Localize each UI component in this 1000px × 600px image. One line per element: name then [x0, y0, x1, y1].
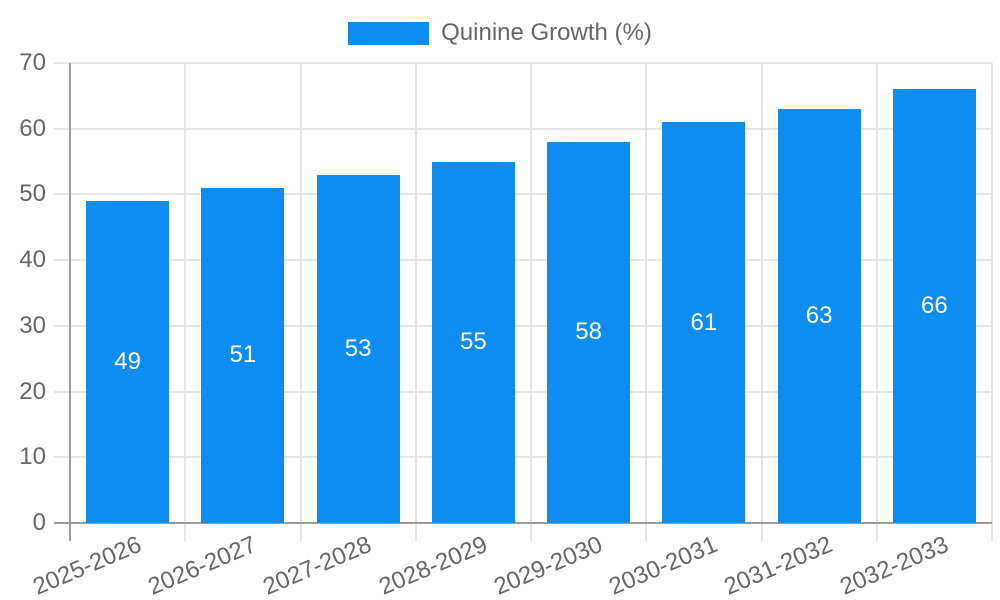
y-tick-label: 30 — [19, 311, 46, 339]
v-gridline — [991, 63, 993, 541]
bar — [777, 109, 861, 523]
bar-value-label: 51 — [229, 341, 257, 369]
bar — [547, 141, 631, 523]
bar — [201, 187, 285, 523]
bar-value-label: 66 — [921, 292, 948, 320]
bar-value-label: 53 — [344, 334, 372, 362]
x-axis-line — [54, 522, 992, 524]
v-gridline — [875, 63, 878, 541]
x-tick-label: 2027-2028 — [259, 531, 376, 600]
bar-value-label: 63 — [805, 302, 833, 329]
x-tick-label: 2030-2031 — [605, 531, 722, 600]
y-tick-label: 0 — [32, 509, 46, 536]
y-tick-label: 10 — [19, 443, 46, 471]
h-gridline — [54, 259, 992, 262]
y-tick-label: 40 — [19, 246, 46, 274]
bar — [662, 122, 746, 523]
h-gridline — [54, 193, 992, 196]
y-tick-label: 20 — [19, 377, 46, 405]
v-gridline — [184, 63, 187, 541]
bar-value-label: 55 — [460, 328, 487, 356]
legend-label: Quinine Growth (%) — [441, 19, 652, 46]
bar-value-label: 58 — [575, 318, 602, 346]
h-gridline — [54, 127, 992, 130]
bar — [316, 174, 400, 523]
h-gridline — [54, 390, 992, 393]
legend[interactable]: Quinine Growth (%) — [0, 21, 1000, 45]
bar-value-label: 49 — [114, 348, 141, 375]
y-axis-line — [69, 63, 71, 541]
v-gridline — [414, 63, 417, 541]
x-tick-label: 2028-2029 — [374, 531, 491, 600]
v-gridline — [760, 63, 763, 541]
x-tick-label: 2031-2032 — [720, 531, 837, 600]
x-tick-label: 2032-2033 — [835, 531, 952, 600]
legend-swatch — [348, 21, 430, 45]
bar — [431, 161, 515, 523]
y-tick-label: 60 — [19, 114, 46, 142]
bar — [892, 89, 976, 523]
x-tick-label: 2026-2027 — [144, 531, 261, 600]
y-tick-label: 50 — [19, 180, 46, 208]
y-tick-label: 70 — [19, 49, 46, 76]
v-gridline — [299, 63, 302, 541]
v-gridline — [645, 63, 648, 541]
h-gridline — [54, 456, 992, 459]
h-gridline — [54, 324, 992, 327]
bar-value-label: 61 — [690, 308, 718, 336]
v-gridline — [530, 63, 532, 541]
bar — [86, 201, 170, 523]
x-tick-label: 2025-2026 — [28, 531, 146, 600]
x-tick-label: 2029-2030 — [489, 531, 607, 600]
h-gridline — [54, 62, 992, 64]
